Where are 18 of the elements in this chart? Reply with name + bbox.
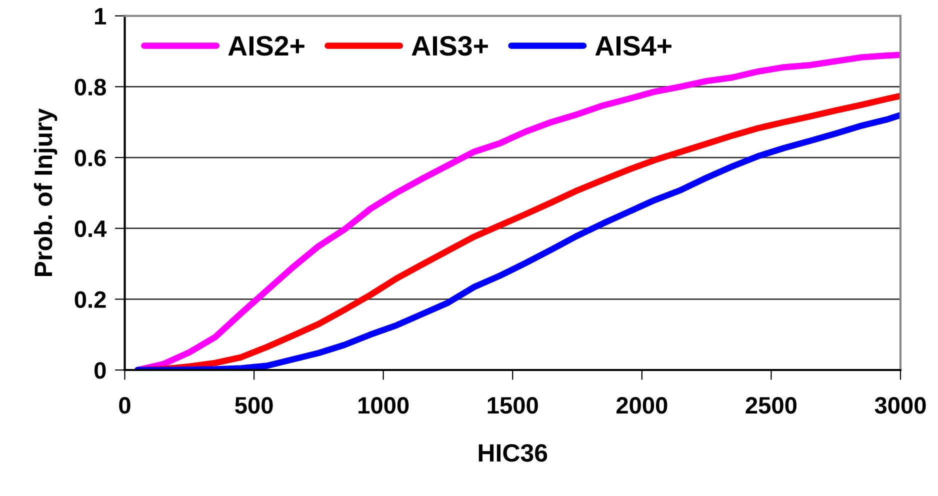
x-tick-label: 3000	[874, 397, 926, 414]
legend-label: AIS3+	[412, 36, 488, 56]
x-tick-label: 2500	[746, 397, 796, 414]
y-axis-title: Prob. of Injury	[34, 108, 58, 276]
x-tick-label: 0	[119, 397, 130, 414]
x-tick-label: 1500	[488, 397, 538, 414]
y-tick-label: 0.4	[74, 220, 107, 238]
x-tick-label: 2000	[616, 397, 668, 414]
y-tick-label: 0.6	[74, 150, 106, 166]
y-tick-label: 0.8	[74, 78, 106, 96]
y-tick-label: 0.2	[74, 291, 106, 308]
x-tick-label: 500	[235, 397, 273, 414]
x-tick-label: 1000	[358, 397, 409, 414]
legend-label: AIS4+	[595, 36, 672, 56]
y-tick-label: 0	[94, 362, 106, 379]
y-tick-label: 1	[95, 8, 106, 24]
x-axis-title: HIC36	[478, 444, 548, 462]
legend-label: AIS2+	[228, 36, 304, 56]
